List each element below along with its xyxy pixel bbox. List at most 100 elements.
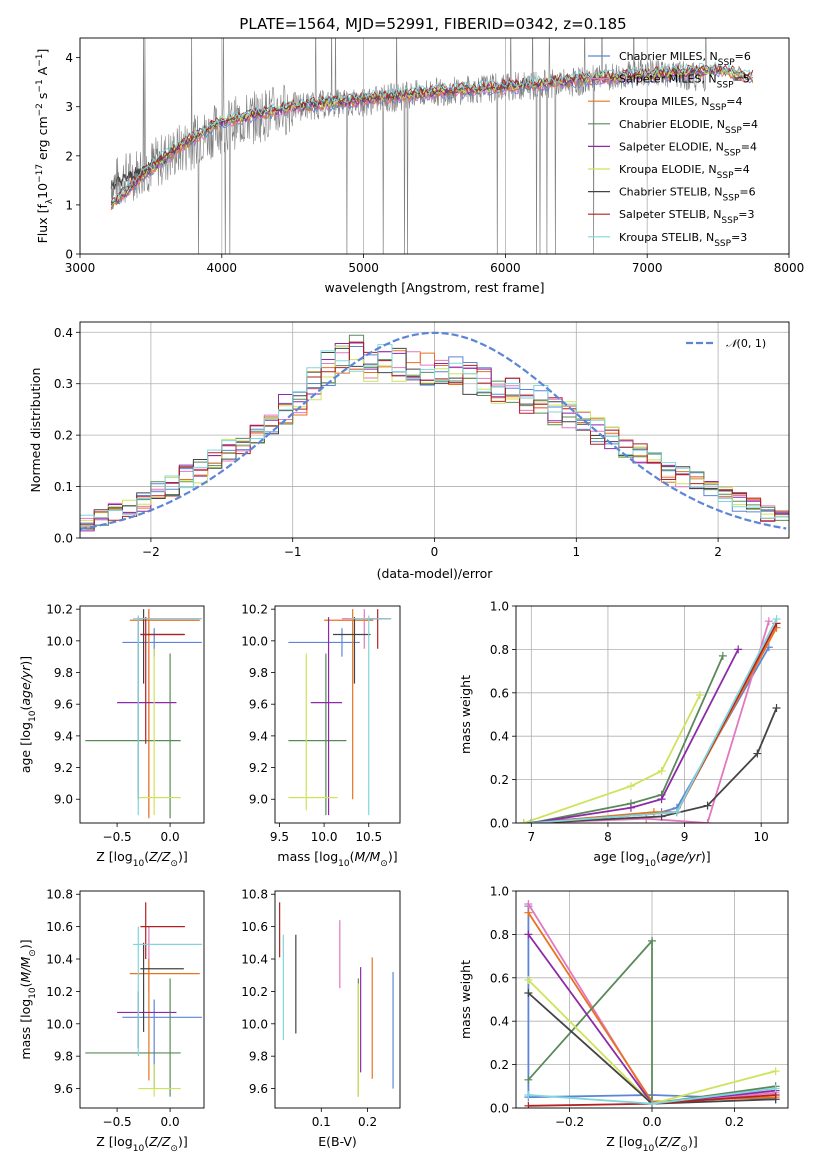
mass-weight-point (772, 615, 781, 624)
mass-weight-point (753, 749, 762, 758)
mass-weight-point (771, 1084, 780, 1093)
axes-massweight-vs-metallicity: −0.2 0.0 0.2 0.0 0.2 0.4 0.6 0.8 1.0 Z [log10(Z/Z… (458, 885, 789, 1154)
plot-area (519, 615, 781, 823)
y-tick-label: 9.4 (54, 729, 73, 743)
histogram-step (80, 347, 789, 538)
y-tick-label: 9.8 (54, 1050, 73, 1064)
axes-massweight-vs-age: 7 8 9 10 0.0 0.2 0.4 0.6 0.8 1.0 age [log10(age/yr… (458, 600, 789, 869)
y-tick-label: 1.0 (490, 885, 509, 899)
plot-area (80, 331, 789, 538)
x-tick-label: 0.0 (642, 1115, 661, 1129)
x-tick-label: 8 (604, 830, 612, 844)
axes-residuals: −2 −1 0 1 2 0.0 0.1 0.2 0.3 0.4 (data-model)/error… (28, 321, 790, 581)
mass-weight-point (734, 645, 743, 654)
y-axis-label: Normed distribution (28, 368, 43, 493)
axes-frame (79, 37, 790, 255)
y-tick-label: 9.8 (249, 1050, 268, 1064)
y-tick-label: 0.8 (490, 928, 509, 942)
y-tick-label: 1.0 (490, 600, 509, 614)
ticks: 7 8 9 10 0.0 0.2 0.4 0.6 0.8 1.0 (490, 600, 769, 845)
x-tick-label: −1 (284, 545, 302, 559)
mass-weight-line (531, 707, 778, 823)
mass-weight-point (524, 1101, 533, 1108)
y-axis-label: mass [log10(M/M⊙)] (18, 939, 38, 1059)
x-tick-label: 9.5 (270, 830, 289, 844)
mass-weight-line (523, 646, 770, 823)
axes-age-vs-mass: 9.5 10.0 10.5 9.0 9.2 9.4 9.6 9.8 10.0 10.2 mass [… (241, 603, 401, 869)
y-tick-label: 9.8 (54, 666, 73, 680)
plot-area (85, 902, 202, 1097)
mass-weight-line (531, 622, 778, 823)
axes-frame (274, 890, 401, 1109)
x-axis-label: Z [log10(Z/Z⊙)] (96, 1134, 187, 1154)
x-tick-label: 4000 (207, 261, 238, 275)
y-tick-label: 0.4 (490, 730, 509, 744)
mass-weight-point (772, 703, 781, 712)
x-tick-label: −0.5 (103, 1115, 132, 1129)
observed-spectrum-line (110, 38, 708, 254)
ticks: −0.5 0.0 9.0 9.2 9.4 9.6 9.8 10.0 10.2 (46, 603, 179, 844)
ticks: 9.5 10.0 10.5 9.0 9.2 9.4 9.6 9.8 10.0 10.2 (241, 603, 382, 844)
x-axis-label: E(B-V) (318, 1134, 357, 1149)
mass-weight-line (523, 694, 701, 823)
normal-distribution-curve (80, 331, 787, 531)
axes-frame (79, 605, 205, 824)
mass-weight-point (642, 814, 651, 823)
mass-weight-point (524, 908, 533, 917)
mass-weight-point (771, 1067, 780, 1076)
plot-area (524, 900, 780, 1108)
mass-weight-point (519, 819, 528, 823)
mass-weight-point (648, 936, 656, 945)
y-tick-label: 10.2 (241, 985, 268, 999)
x-tick-label: 1 (572, 545, 580, 559)
mass-weight-point (524, 1075, 533, 1084)
mass-weight-point (657, 766, 666, 775)
y-tick-label: 10.2 (46, 985, 73, 999)
legend-entry: Chabrier ELODIE, NSSP=4 (619, 118, 758, 136)
y-tick-label: 0.3 (54, 377, 73, 391)
figure-title: PLATE=1564, MJD=52991, FIBERID=0342, z=0… (239, 15, 626, 33)
y-tick-label: 9.6 (54, 698, 73, 712)
y-tick-label: 0.0 (490, 817, 509, 831)
axes-frame (274, 605, 401, 824)
y-axis-label: age [log10(age/yr)] (18, 656, 38, 773)
y-tick-label: 9.0 (54, 793, 73, 807)
mass-weight-line (527, 938, 776, 1105)
x-tick-label: 6000 (490, 261, 521, 275)
y-tick-label: 1 (65, 198, 73, 212)
y-tick-label: 2 (65, 149, 73, 163)
y-tick-label: 0.2 (54, 429, 73, 443)
mass-weight-point (703, 801, 712, 810)
y-tick-label: 10.2 (241, 603, 268, 617)
y-tick-label: 10.4 (241, 953, 268, 967)
axes-mass-vs-extinction: 0.1 0.2 9.6 9.8 10.0 10.2 10.4 10.6 10.8 E(B-V) (241, 888, 401, 1149)
y-tick-label: 9.2 (54, 761, 73, 775)
y-tick-label: 10.0 (241, 1017, 268, 1031)
x-axis-label: (data-model)/error (377, 566, 494, 581)
x-tick-label: 10.0 (311, 830, 338, 844)
mass-weight-point (626, 782, 635, 791)
x-tick-label: 7000 (632, 261, 663, 275)
x-axis-label: wavelength [Angstrom, rest frame] (324, 280, 544, 295)
y-tick-label: 10.0 (46, 1017, 73, 1031)
y-tick-label: 10.2 (46, 603, 73, 617)
mass-weight-point (524, 930, 533, 939)
x-tick-label: 10 (754, 830, 769, 844)
ticks: −2 −1 0 1 2 0.0 0.1 0.2 0.3 0.4 (54, 326, 722, 559)
axes-age-vs-metallicity: −0.5 0.0 9.0 9.2 9.4 9.6 9.8 10.0 10.2 Z [log10(Z… (18, 603, 205, 869)
x-tick-label: 9 (681, 830, 689, 844)
legend-entry: 𝒩(0, 1) (726, 337, 766, 350)
mass-weight-point (626, 803, 635, 812)
mass-weight-point (764, 617, 773, 626)
legend-entry: Salpeter MILES, NSSP=5 (619, 73, 750, 91)
mass-weight-point (527, 819, 536, 823)
y-tick-label: 0 (65, 248, 73, 262)
axes-frame (515, 890, 789, 1109)
mass-weight-point (703, 819, 712, 823)
legend-entry: Chabrier MILES, NSSP=6 (619, 50, 751, 68)
mass-weight-point (657, 795, 666, 804)
y-tick-label: 10.4 (46, 953, 73, 967)
x-tick-label: 5000 (348, 261, 379, 275)
plot-area (288, 609, 392, 816)
y-tick-label: 0.4 (54, 326, 73, 340)
